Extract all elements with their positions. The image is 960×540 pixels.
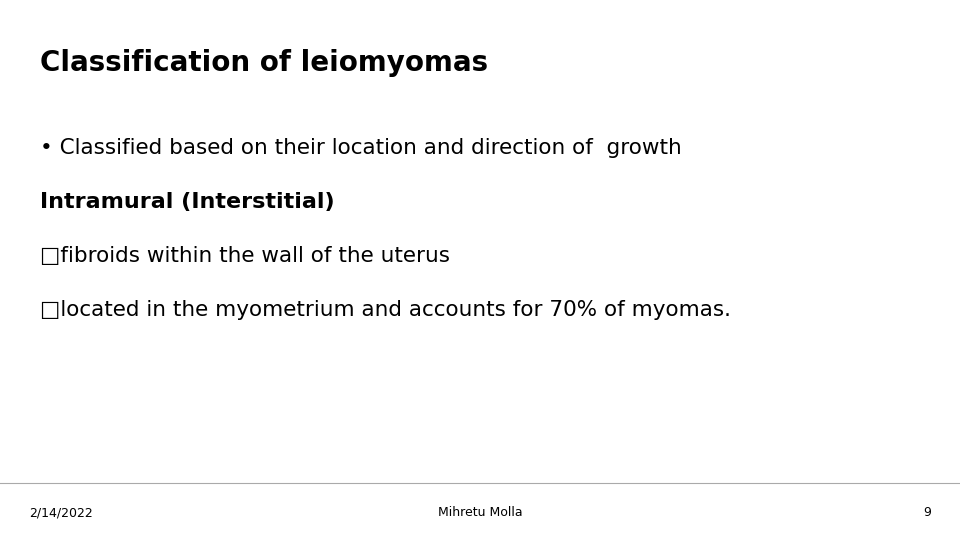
Text: Mihretu Molla: Mihretu Molla (438, 507, 522, 519)
Text: 9: 9 (924, 507, 931, 519)
Text: □located in the myometrium and accounts for 70% of myomas.: □located in the myometrium and accounts … (40, 300, 732, 320)
Text: Classification of leiomyomas: Classification of leiomyomas (40, 49, 489, 77)
Text: Intramural (Interstitial): Intramural (Interstitial) (40, 192, 335, 212)
Text: □fibroids within the wall of the uterus: □fibroids within the wall of the uterus (40, 246, 450, 266)
Text: • Classified based on their location and direction of  growth: • Classified based on their location and… (40, 138, 682, 158)
Text: 2/14/2022: 2/14/2022 (29, 507, 92, 519)
